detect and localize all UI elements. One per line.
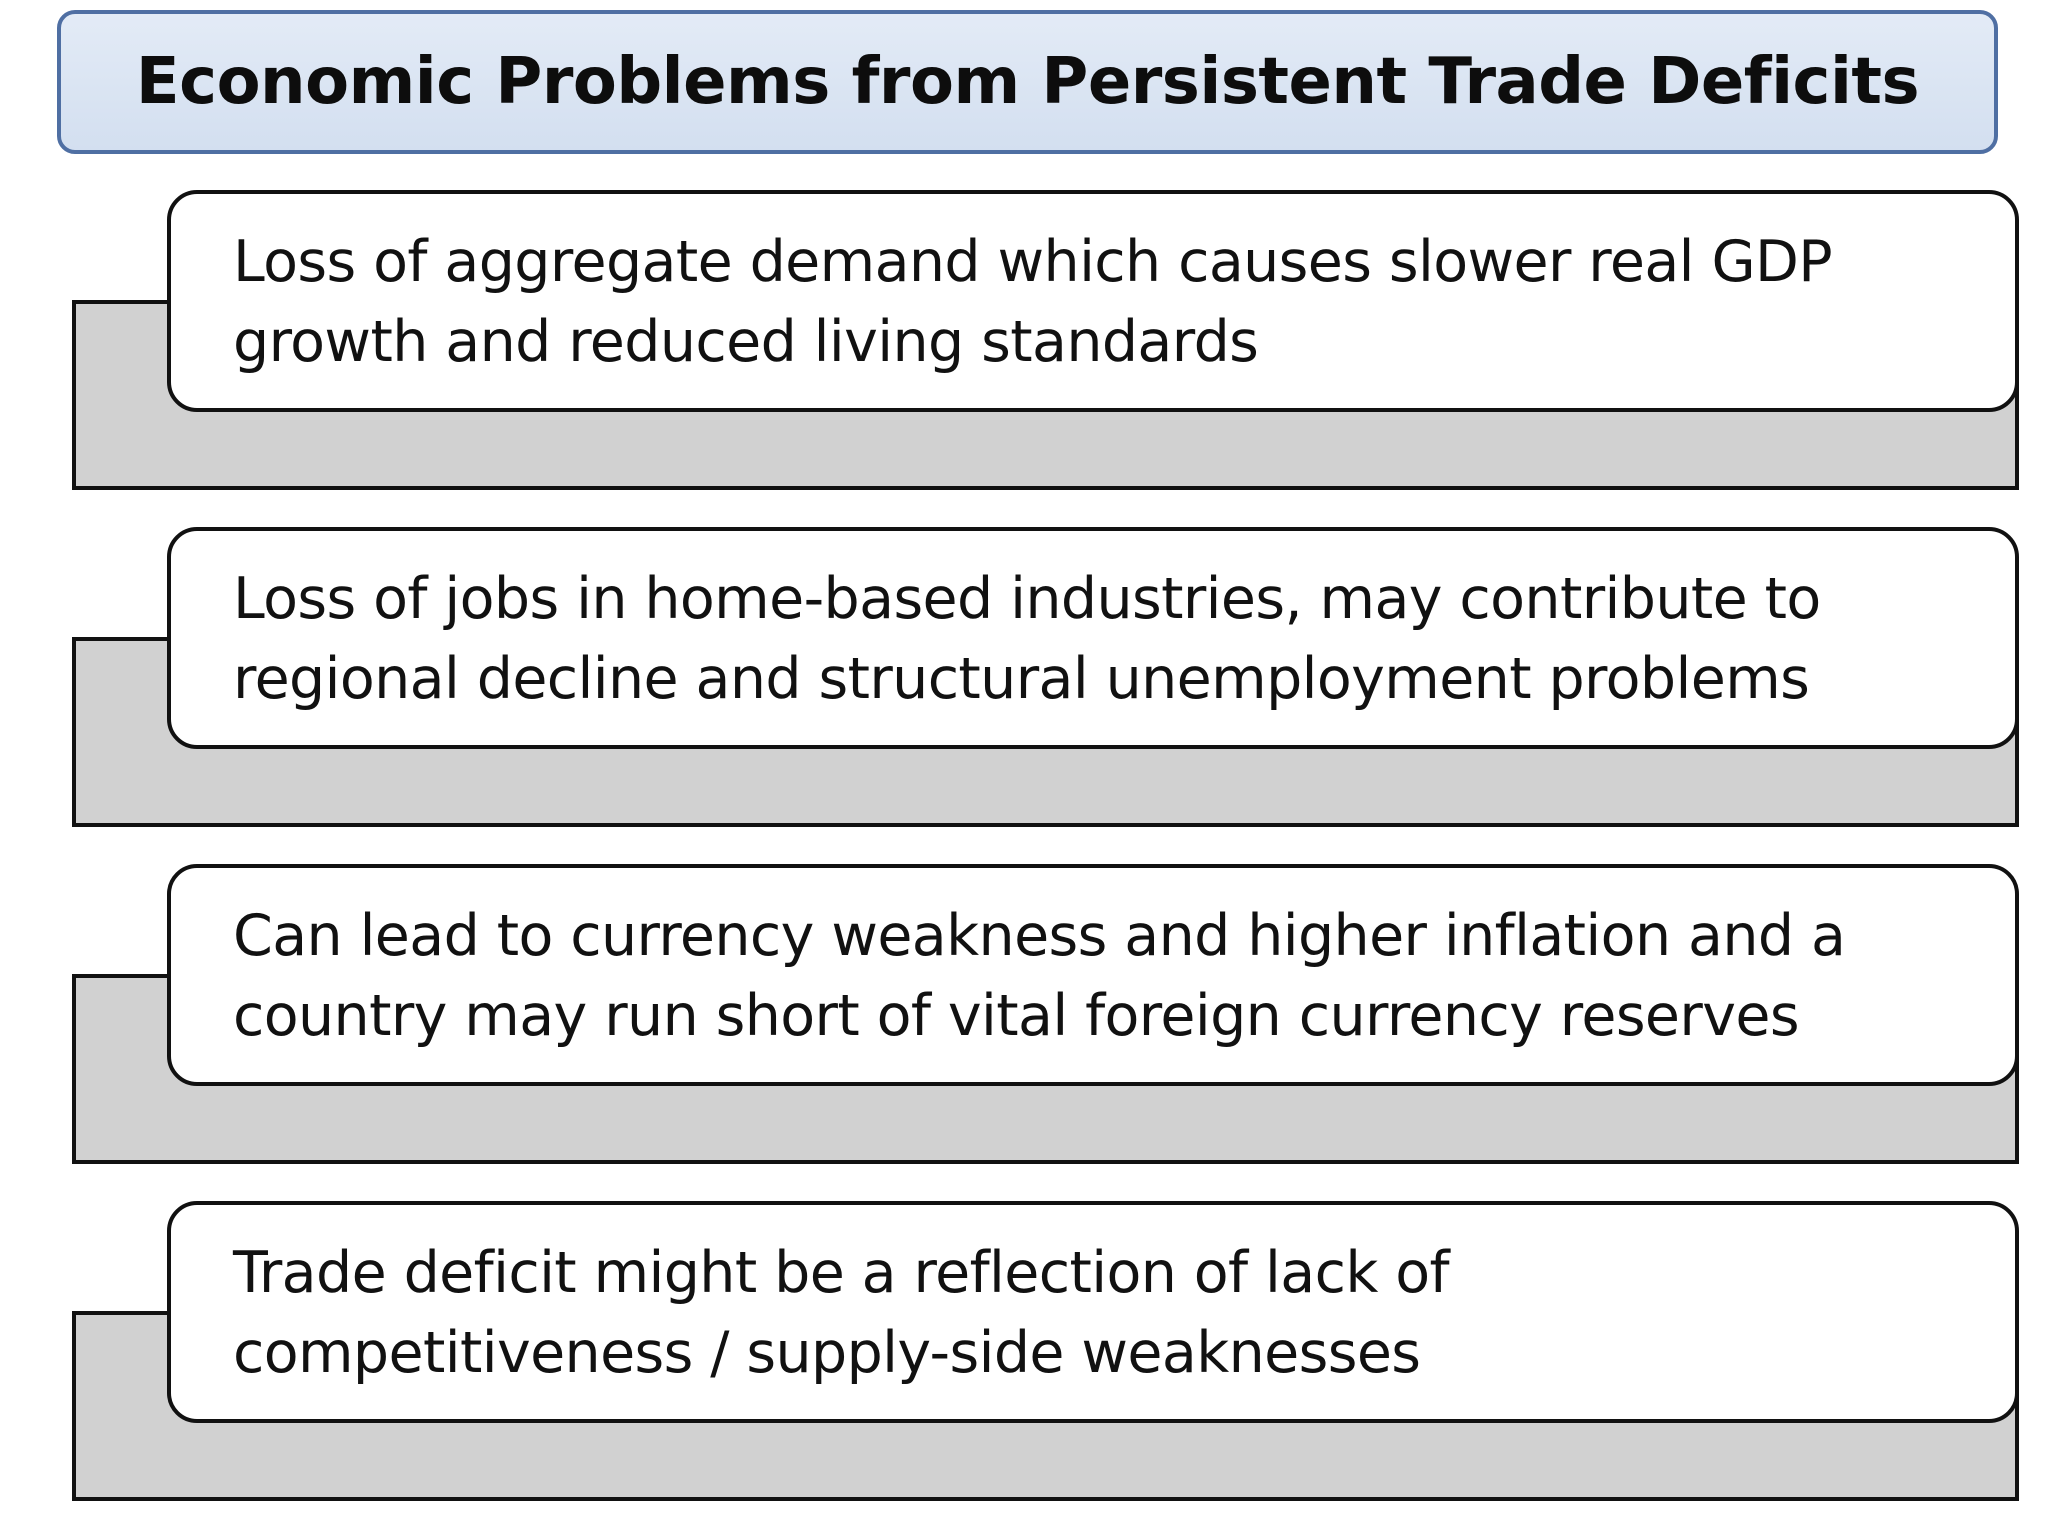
item-1-line-1: Loss of aggregate demand which causes sl…: [233, 229, 1833, 295]
item-4-line-1: Trade deficit might be a reflection of l…: [233, 1240, 1450, 1306]
item-4-line-2: competitiveness / supply-side weaknesses: [233, 1320, 1421, 1386]
title-banner: Economic Problems from Persistent Trade …: [57, 10, 1998, 154]
item-2-card: Loss of jobs in home-based industries, m…: [167, 527, 2019, 749]
item-2-line-1: Loss of jobs in home-based industries, m…: [233, 566, 1821, 632]
item-4-card: Trade deficit might be a reflection of l…: [167, 1201, 2019, 1423]
item-3-line-1: Can lead to currency weakness and higher…: [233, 903, 1846, 969]
item-2-line-2: regional decline and structural unemploy…: [233, 646, 1810, 712]
item-1-card: Loss of aggregate demand which causes sl…: [167, 190, 2019, 412]
item-3-line-2: country may run short of vital foreign c…: [233, 983, 1800, 1049]
item-3-card: Can lead to currency weakness and higher…: [167, 864, 2019, 1086]
diagram-title: Economic Problems from Persistent Trade …: [135, 45, 1920, 119]
item-1-line-2: growth and reduced living standards: [233, 309, 1259, 375]
